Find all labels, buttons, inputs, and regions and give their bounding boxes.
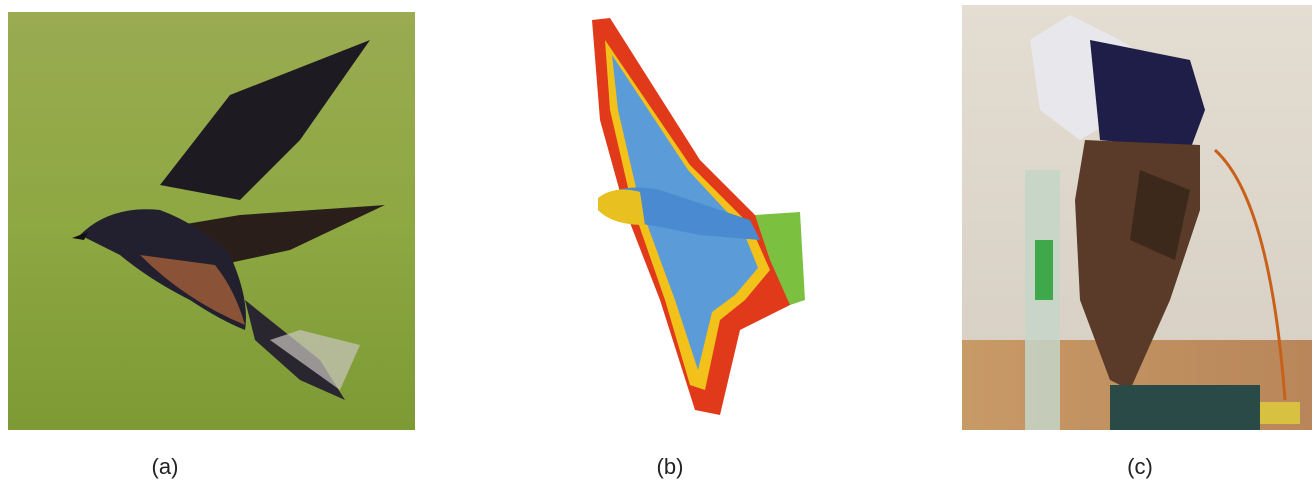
panel-b-image [592, 18, 805, 415]
caption: (b) [657, 454, 684, 479]
panel-a-image [8, 12, 415, 430]
caption: (a) [152, 454, 179, 479]
figure: (a) (b) (c) [0, 0, 1315, 485]
caption: (c) [1127, 454, 1153, 479]
panel-c-image [962, 5, 1312, 430]
page: (a) (b) (c) (() => { const data = JSON.p… [0, 0, 1315, 485]
